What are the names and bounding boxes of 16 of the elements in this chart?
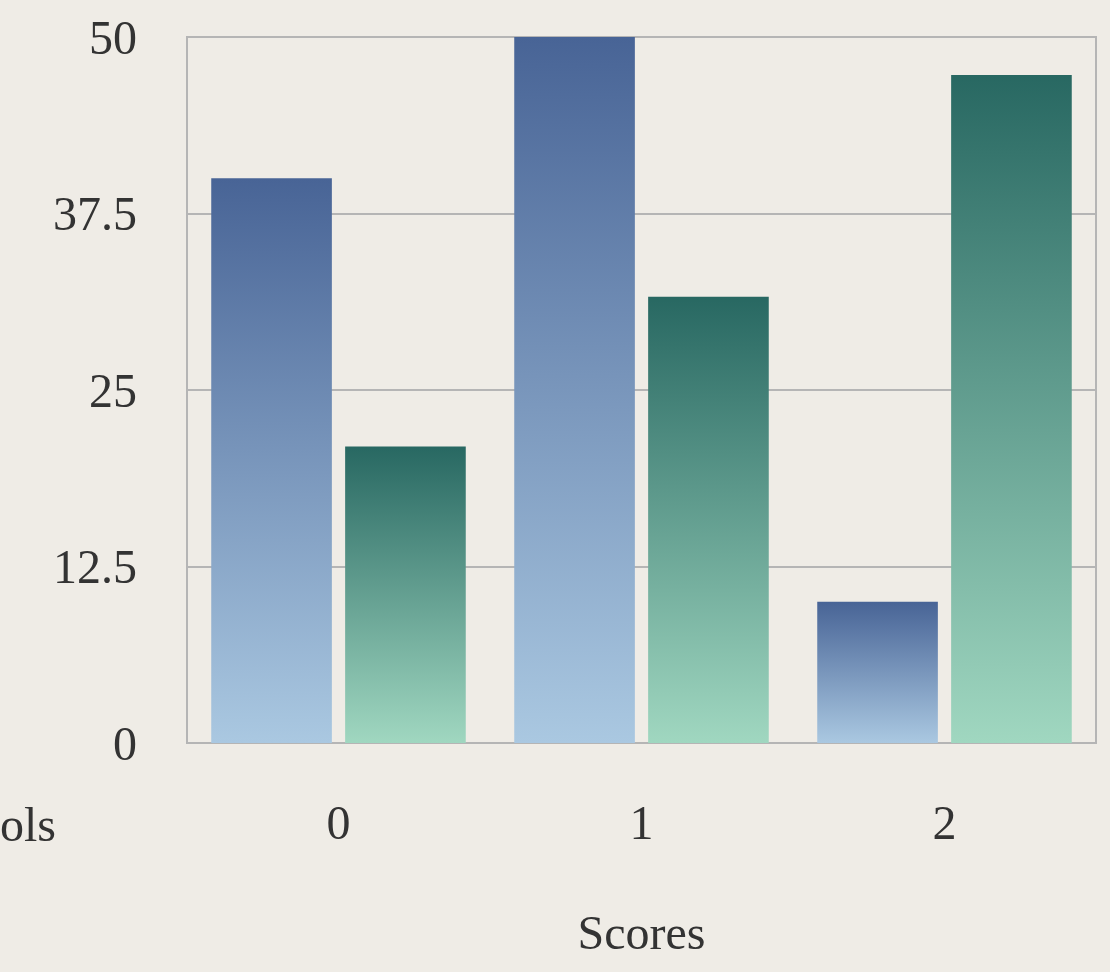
bar xyxy=(817,601,938,743)
y-tick-label: 0 xyxy=(113,716,137,770)
y-tick-label: 37.5 xyxy=(53,187,137,240)
bar xyxy=(514,37,635,743)
bar xyxy=(951,75,1072,743)
text: ols xyxy=(0,797,57,851)
y-tick-label: 12.5 xyxy=(53,540,137,593)
bar xyxy=(648,296,769,743)
bar xyxy=(345,446,466,743)
x-axis-title: Scores xyxy=(577,905,706,959)
y-tick-label: 25 xyxy=(89,363,137,417)
bar xyxy=(211,178,332,743)
y-tick-label: 50 xyxy=(89,10,137,64)
x-tick-label: 0 xyxy=(326,795,351,849)
x-tick-label: 2 xyxy=(932,795,957,849)
x-tick-label: 1 xyxy=(629,795,654,849)
